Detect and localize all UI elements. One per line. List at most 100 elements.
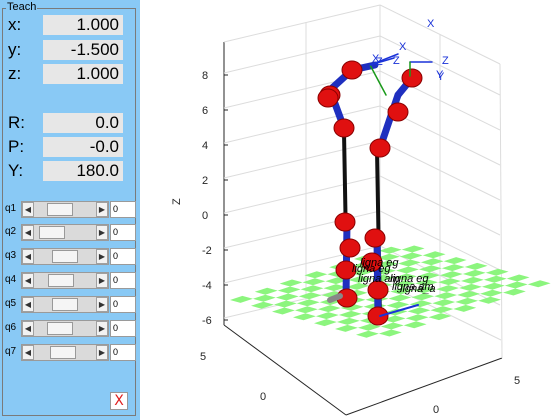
joint-slider-q3[interactable]: ◀ ▶: [21, 248, 109, 265]
y-tick-5: 5: [514, 375, 520, 387]
joint-label-q2: q2: [5, 226, 17, 237]
robot-model: [317, 53, 433, 326]
floor-tile: [462, 269, 486, 277]
floor-tile: [298, 292, 322, 300]
slider-thumb[interactable]: [46, 322, 73, 335]
y-value: -1.500: [43, 40, 123, 60]
floor-tile: [434, 292, 458, 300]
floor-tile: [336, 317, 360, 325]
frame-axis-label: Y: [437, 71, 445, 83]
arrow-left-icon[interactable]: ◀: [22, 297, 34, 312]
z-tick-label: 8: [202, 70, 208, 82]
joint-value-q1[interactable]: 0: [110, 201, 136, 218]
joint-value-q3[interactable]: 0: [110, 248, 136, 265]
base-block: [327, 293, 343, 303]
floor-tile: [335, 324, 358, 332]
floor-tile: [485, 268, 509, 276]
floor-tile: [252, 294, 276, 302]
joint-slider-q5[interactable]: ◀ ▶: [21, 296, 109, 313]
joint-value-q4[interactable]: 0: [110, 272, 136, 289]
roll-label: R:: [8, 113, 25, 132]
joint-slider-q4[interactable]: ◀ ▶: [21, 272, 109, 289]
tool-label: ligna_a: [400, 283, 435, 295]
joint-label-q3: q3: [5, 250, 17, 261]
arrow-right-icon[interactable]: ▶: [96, 297, 108, 312]
joint-value-q7[interactable]: 0: [110, 344, 136, 361]
floor-tile: [378, 329, 402, 337]
floor-tile: [436, 285, 459, 293]
floor-tile: [441, 264, 465, 272]
slider-thumb[interactable]: [50, 346, 77, 359]
arrow-right-icon[interactable]: ▶: [96, 273, 108, 288]
joint-sphere: [333, 118, 355, 138]
arrow-left-icon[interactable]: ◀: [22, 321, 34, 336]
floor-tile: [338, 310, 362, 318]
frame-arrow: [369, 53, 399, 66]
frame-axis-label: Z: [393, 55, 400, 67]
x-value: 1.000: [43, 15, 123, 35]
floor-tile: [348, 275, 372, 283]
joint-slider-q6[interactable]: ◀ ▶: [21, 320, 109, 337]
z-tick-label: -6: [202, 315, 212, 327]
frame-axis-label: Z: [376, 56, 383, 68]
arrow-right-icon[interactable]: ▶: [96, 345, 108, 360]
arrow-left-icon[interactable]: ◀: [22, 225, 34, 240]
slider-thumb[interactable]: [47, 203, 74, 216]
exit-button[interactable]: X: [110, 392, 128, 410]
arrow-left-icon[interactable]: ◀: [22, 202, 34, 217]
joint-label-q6: q6: [5, 322, 17, 333]
joint-value-q6[interactable]: 0: [110, 320, 136, 337]
floor-tile: [438, 278, 461, 286]
frame-axis-label: X: [372, 53, 380, 65]
joint-slider-q1[interactable]: ◀ ▶: [21, 201, 109, 218]
floor-tile: [428, 313, 452, 321]
floor-tile: [411, 293, 435, 301]
joint-sphere: [387, 102, 409, 122]
joint-value-q2[interactable]: 0: [110, 224, 136, 241]
floor-tile: [464, 262, 488, 270]
right-lower-link: [373, 236, 382, 320]
floor-tile: [418, 265, 442, 273]
joint-sphere: [317, 88, 339, 108]
joint-slider-q7[interactable]: ◀ ▶: [21, 344, 109, 361]
tool-label: ligna eg: [352, 263, 391, 275]
floor-tile: [405, 314, 429, 322]
floor-tile: [457, 290, 480, 298]
floor-tile: [279, 279, 303, 287]
y-label: y:: [8, 40, 22, 59]
joint-sphere: [335, 260, 357, 280]
floor-tile: [407, 307, 431, 315]
joint-slider-q2[interactable]: ◀ ▶: [21, 224, 109, 241]
arrow-left-icon[interactable]: ◀: [22, 345, 34, 360]
arrow-right-icon[interactable]: ▶: [96, 249, 108, 264]
floor-tile: [314, 319, 337, 327]
slider-thumb[interactable]: [48, 274, 75, 287]
frame-axis-label: X: [399, 41, 407, 53]
slider-thumb[interactable]: [39, 226, 66, 239]
z-value: 1.000: [43, 64, 123, 84]
floor-tile: [317, 305, 341, 313]
floor-tile: [346, 282, 370, 290]
slider-thumb[interactable]: [52, 298, 78, 311]
floor-tile: [453, 304, 477, 312]
joint-label-q7: q7: [5, 346, 17, 357]
joint-sphere: [401, 68, 423, 88]
slider-thumb[interactable]: [52, 250, 78, 263]
z-tick-label: 2: [202, 175, 208, 187]
z-tick-label: 4: [202, 140, 208, 152]
floor-tile: [390, 287, 414, 295]
floor-tile: [502, 288, 526, 296]
joint-value-q5[interactable]: 0: [110, 296, 136, 313]
arrow-right-icon[interactable]: ▶: [96, 202, 108, 217]
arrow-right-icon[interactable]: ▶: [96, 225, 108, 240]
floor-tile: [480, 289, 503, 297]
arrow-left-icon[interactable]: ◀: [22, 249, 34, 264]
arrow-left-icon[interactable]: ◀: [22, 273, 34, 288]
floor-tile: [478, 296, 501, 304]
yaw-label: Y:: [8, 161, 24, 180]
frame-arrow: [369, 64, 387, 96]
arrow-right-icon[interactable]: ▶: [96, 321, 108, 336]
floor-tile: [481, 282, 505, 290]
pitch-label: P:: [8, 137, 25, 156]
